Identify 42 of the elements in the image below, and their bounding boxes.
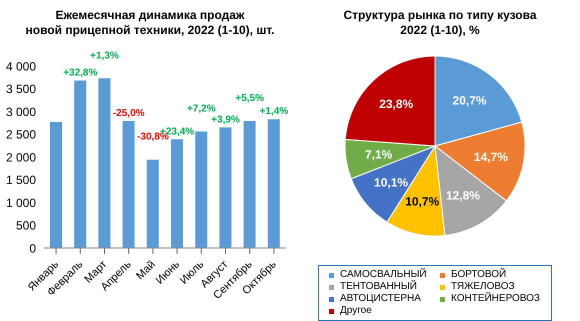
bar: [50, 122, 62, 248]
legend-label: ТЕНТОВАННЫЙ: [340, 281, 417, 293]
legend-label: САМОСВАЛЬНЫЙ: [340, 269, 427, 280]
bar: [146, 160, 159, 248]
data-label: 7,1%: [364, 147, 393, 162]
bar: [244, 121, 256, 248]
data-label: 10,1%: [374, 175, 408, 190]
annotation: +5,5%: [235, 93, 264, 104]
legend-label: ТЯЖЕЛОВОЗ: [451, 281, 515, 292]
legend-label: АВТОЦИСТЕРНА: [340, 293, 421, 305]
data-label: 14,7%: [474, 150, 508, 164]
legend-label: Другое: [340, 305, 372, 317]
y-tick-label: 1 500: [6, 173, 36, 188]
bar: [122, 121, 135, 248]
annotation: +3,9%: [211, 114, 240, 126]
y-tick-label: 2 500: [6, 128, 36, 142]
annotation: +1,3%: [90, 50, 119, 62]
legend-label: БОРТОВОЙ: [451, 269, 506, 281]
bar: [195, 132, 208, 248]
y-tick-label: 3 500: [6, 82, 36, 96]
annotation: +32,8%: [63, 68, 98, 79]
annotation: +7,2%: [186, 104, 216, 115]
data-label: 10,7%: [405, 194, 440, 209]
bar: [74, 80, 86, 248]
bar: [268, 119, 280, 248]
y-tick-label: 1 000: [6, 196, 36, 210]
y-tick-label: 0: [29, 241, 36, 256]
y-tick-label: 3 000: [6, 104, 36, 119]
y-tick-label: 4 000: [6, 59, 36, 74]
bar: [219, 127, 232, 248]
data-label: 12,8%: [446, 188, 480, 203]
chart-title: Структура рынка по типу кузова 2022 (1-10), %: [342, 8, 538, 38]
annotation: +1,4%: [260, 106, 288, 118]
bar: [171, 139, 183, 248]
bar: [98, 78, 110, 248]
chart-title: Ежемесячная динамика продаж новой прицепной техники, 2022 (1-10), шт.: [24, 8, 276, 38]
y-tick-label: 2 000: [6, 150, 36, 164]
data-label: 23,8%: [379, 97, 414, 112]
legend-label: КОНТЕЙНЕРОВОЗ: [451, 293, 540, 305]
data-label: 20,7%: [452, 94, 487, 108]
y-tick-label: 500: [16, 218, 36, 233]
annotation: -25,0%: [112, 108, 145, 120]
